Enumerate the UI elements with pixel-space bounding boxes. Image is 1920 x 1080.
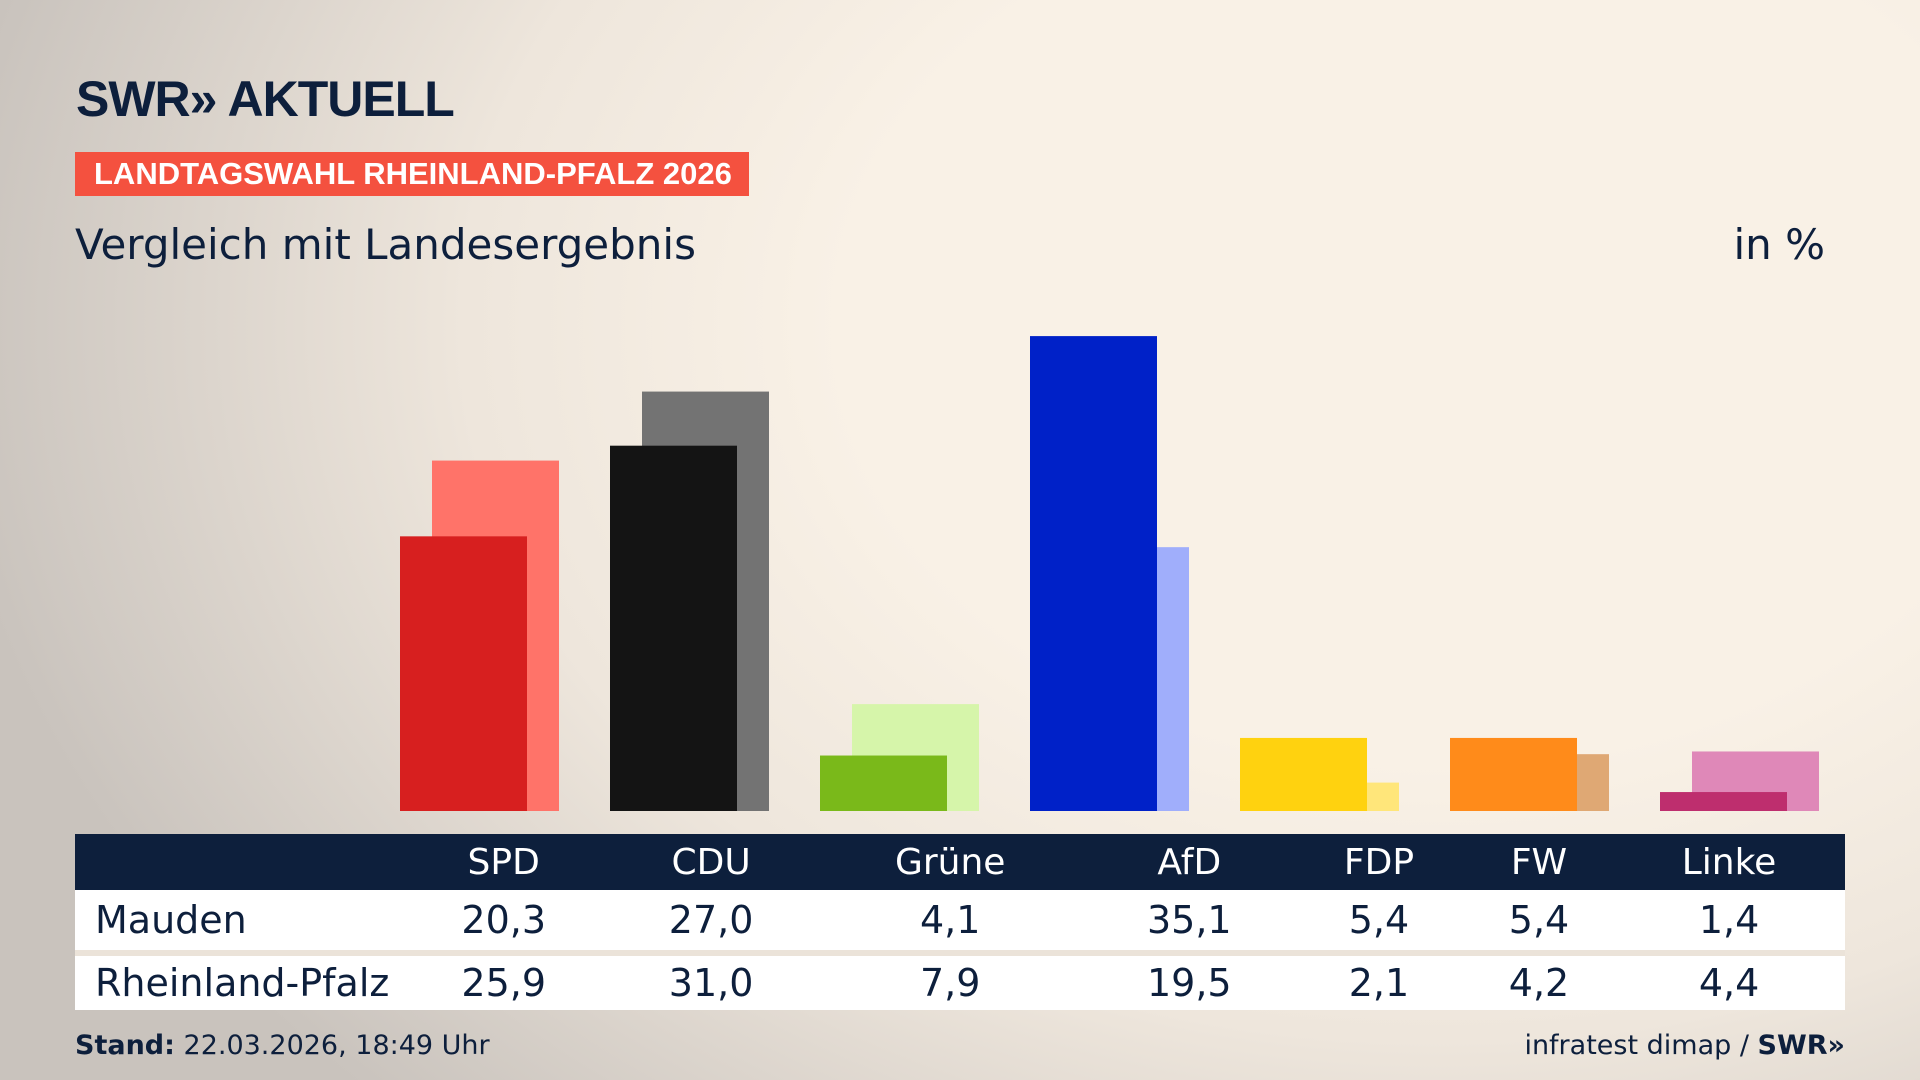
stand-value: 22.03.2026, 18:49 Uhr [183,1030,490,1061]
stand-label: Stand: [75,1030,175,1061]
value-cell: 7,9 [814,950,1086,1010]
party-header: Linke [1613,834,1845,890]
value-cell: 1,4 [1613,890,1845,950]
bar-mauden [400,536,527,811]
value-cell: 4,1 [814,890,1086,950]
bar-mauden [1240,737,1367,811]
party-header: FDP [1293,834,1465,890]
unit-label: in % [1733,220,1825,269]
bar-mauden [1030,336,1157,811]
source-text: infratest dimap / [1524,1030,1758,1061]
value-cell: 4,2 [1464,950,1614,1010]
value-cell: 35,1 [1085,890,1293,950]
value-cell: 2,1 [1293,950,1465,1010]
value-cell: 5,4 [1293,890,1465,950]
party-header: AfD [1085,834,1293,890]
value-cell: 31,0 [607,950,815,1010]
bar-mauden [1450,737,1577,811]
value-cell: 20,3 [400,890,608,950]
party-header: FW [1464,834,1614,890]
value-cell: 27,0 [607,890,815,950]
row-label: Rheinland-Pfalz [75,950,400,1010]
swr-aktuell-logo: SWR» AKTUELL [76,71,455,127]
value-cell: 19,5 [1085,950,1293,1010]
value-cell: 4,4 [1613,950,1845,1010]
bar-mauden [820,755,947,811]
party-header: SPD [400,834,608,890]
results-table: SPD CDU Grüne AfD FDP FW Linke Mauden 20,3 27,0 4… [75,834,1845,1010]
party-header: CDU [607,834,815,890]
header-empty [75,834,400,890]
party-header: Grüne [814,834,1086,890]
swr-small-logo: SWR» [1757,1030,1845,1061]
bar-chart [400,336,1819,811]
source: infratest dimap / SWR» [1524,1030,1845,1061]
row-label: Mauden [75,890,400,950]
chart-title: Vergleich mit Landesergebnis [75,220,696,269]
value-cell: 5,4 [1464,890,1614,950]
election-badge: LANDTAGSWAHL RHEINLAND-PFALZ 2026 [75,152,749,196]
timestamp: Stand: 22.03.2026, 18:49 Uhr [75,1030,490,1061]
value-cell: 25,9 [400,950,608,1010]
bar-mauden [1660,792,1787,811]
bar-mauden [610,445,737,811]
